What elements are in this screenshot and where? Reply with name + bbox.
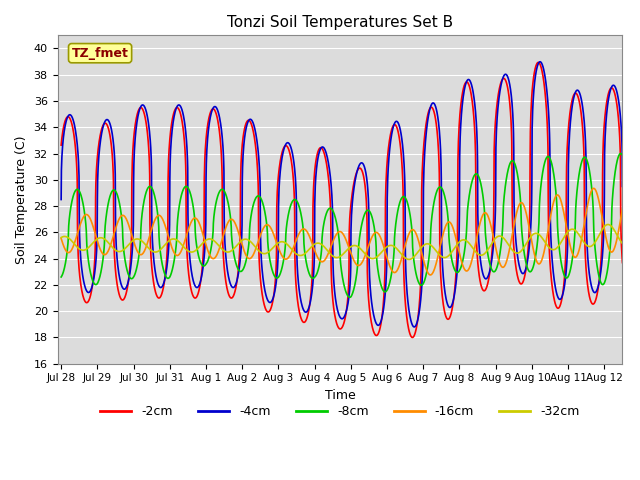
-2cm: [345, 268, 353, 274]
-4cm: [409, 323, 417, 328]
X-axis label: Time: Time: [324, 389, 355, 402]
-8cm: [346, 294, 353, 300]
-32cm: [604, 222, 612, 228]
Line: -2cm: -2cm: [61, 62, 623, 337]
-32cm: [405, 256, 413, 262]
Text: TZ_fmet: TZ_fmet: [72, 47, 129, 60]
Legend: -2cm, -4cm, -8cm, -16cm, -32cm: -2cm, -4cm, -8cm, -16cm, -32cm: [95, 400, 585, 423]
-2cm: [90, 267, 98, 273]
-4cm: [600, 239, 607, 245]
-2cm: [409, 335, 417, 340]
-32cm: [619, 240, 627, 246]
-2cm: [408, 335, 416, 340]
-8cm: [532, 248, 540, 253]
-8cm: [345, 294, 353, 300]
Line: -32cm: -32cm: [61, 225, 623, 259]
-32cm: [426, 242, 434, 248]
-16cm: [409, 227, 417, 232]
-32cm: [409, 255, 417, 261]
-32cm: [345, 245, 353, 251]
-8cm: [617, 151, 625, 156]
Title: Tonzi Soil Temperatures Set B: Tonzi Soil Temperatures Set B: [227, 15, 453, 30]
-16cm: [427, 272, 435, 278]
-16cm: [426, 272, 433, 277]
-2cm: [534, 60, 542, 65]
-16cm: [600, 221, 607, 227]
Line: -16cm: -16cm: [61, 188, 623, 275]
-16cm: [345, 245, 353, 251]
-4cm: [536, 59, 544, 65]
-16cm: [532, 258, 540, 264]
-16cm: [590, 185, 598, 191]
-8cm: [58, 274, 65, 280]
-4cm: [532, 67, 540, 73]
-32cm: [599, 225, 607, 231]
-8cm: [409, 248, 417, 254]
-8cm: [599, 282, 607, 288]
Y-axis label: Soil Temperature (C): Soil Temperature (C): [15, 135, 28, 264]
-32cm: [58, 235, 65, 240]
Line: -4cm: -4cm: [61, 62, 623, 327]
-16cm: [58, 236, 65, 241]
-4cm: [619, 183, 627, 189]
-2cm: [58, 142, 65, 148]
-2cm: [600, 138, 607, 144]
Line: -8cm: -8cm: [61, 154, 623, 297]
-2cm: [426, 106, 434, 111]
-4cm: [410, 324, 418, 330]
-2cm: [532, 62, 540, 68]
-32cm: [90, 239, 98, 244]
-4cm: [90, 274, 98, 280]
-8cm: [90, 281, 98, 287]
-16cm: [619, 206, 627, 212]
-2cm: [619, 260, 627, 265]
-8cm: [619, 153, 627, 158]
-8cm: [426, 245, 434, 251]
-32cm: [532, 230, 540, 236]
-4cm: [345, 293, 353, 299]
-4cm: [58, 197, 65, 203]
-16cm: [90, 227, 98, 233]
-4cm: [426, 106, 434, 111]
